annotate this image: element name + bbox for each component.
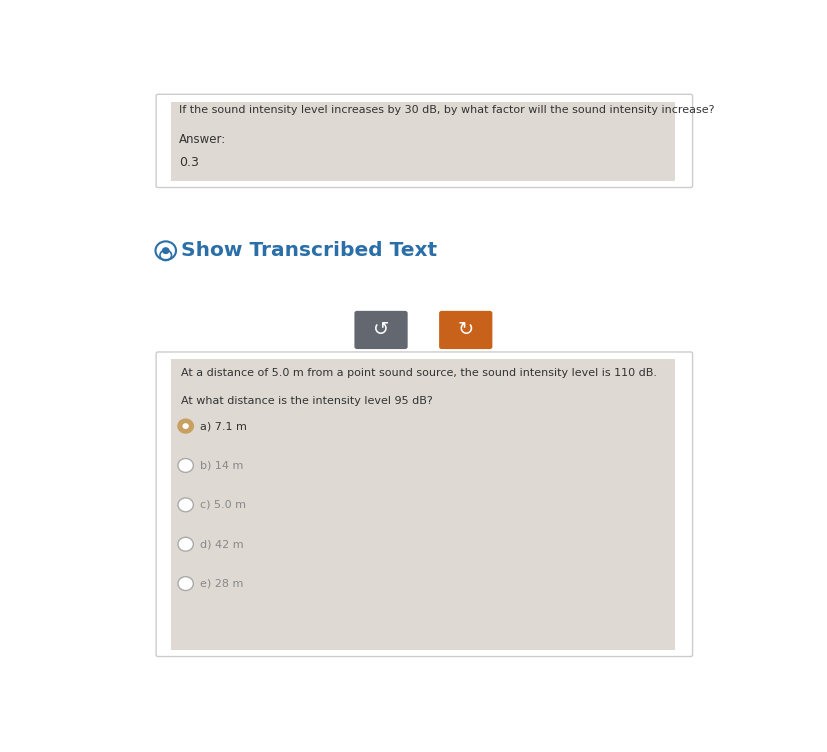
FancyBboxPatch shape (156, 94, 691, 187)
Text: e) 28 m: e) 28 m (199, 578, 243, 589)
FancyBboxPatch shape (438, 311, 492, 349)
Text: ↺: ↺ (372, 320, 389, 339)
FancyBboxPatch shape (156, 352, 691, 656)
FancyBboxPatch shape (170, 102, 674, 181)
Text: c) 5.0 m: c) 5.0 m (199, 500, 246, 510)
Text: a) 7.1 m: a) 7.1 m (199, 421, 246, 431)
FancyBboxPatch shape (170, 359, 674, 650)
Circle shape (178, 577, 193, 590)
Circle shape (178, 419, 193, 433)
Circle shape (182, 423, 189, 429)
Circle shape (178, 459, 193, 472)
Circle shape (178, 498, 193, 512)
Text: If the sound intensity level increases by 30 dB, by what factor will the sound i: If the sound intensity level increases b… (179, 105, 714, 115)
Text: At a distance of 5.0 m from a point sound source, the sound intensity level is 1: At a distance of 5.0 m from a point soun… (180, 368, 656, 378)
Text: ↻: ↻ (457, 320, 473, 339)
Circle shape (178, 537, 193, 551)
FancyBboxPatch shape (354, 311, 407, 349)
Text: At what distance is the intensity level 95 dB?: At what distance is the intensity level … (180, 396, 432, 406)
Text: d) 42 m: d) 42 m (199, 539, 243, 549)
Text: Show Transcribed Text: Show Transcribed Text (180, 241, 436, 260)
Circle shape (162, 247, 170, 254)
Text: 0.3: 0.3 (179, 156, 198, 168)
Text: b) 14 m: b) 14 m (199, 460, 243, 471)
Text: Answer:: Answer: (179, 132, 227, 145)
